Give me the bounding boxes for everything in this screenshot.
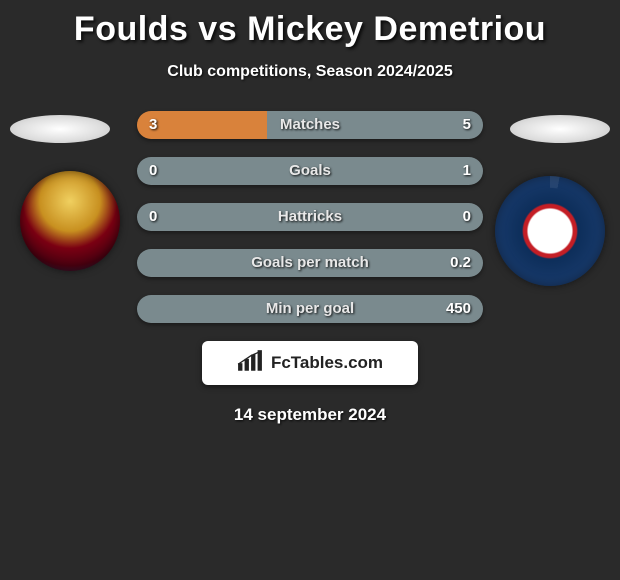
stat-value-right: 0.2 <box>450 249 471 277</box>
stat-label: Min per goal <box>137 295 483 323</box>
stat-value-right: 5 <box>463 111 471 139</box>
stat-label: Matches <box>137 111 483 139</box>
stat-value-right: 450 <box>446 295 471 323</box>
stat-bar: Min per goal450 <box>137 295 483 323</box>
stat-value-right: 0 <box>463 203 471 231</box>
comparison-panel: 3Matches50Goals10Hattricks0Goals per mat… <box>0 111 620 425</box>
stat-bar: 0Goals1 <box>137 157 483 185</box>
stat-label: Goals per match <box>137 249 483 277</box>
bar-chart-icon <box>237 350 263 377</box>
player-right-placeholder <box>510 115 610 143</box>
brand-text: FcTables.com <box>271 353 383 373</box>
page-title: Foulds vs Mickey Demetriou <box>0 0 620 49</box>
club-crest-right <box>495 176 605 286</box>
brand-badge[interactable]: FcTables.com <box>202 341 418 385</box>
stat-bar: 3Matches5 <box>137 111 483 139</box>
stat-value-right: 1 <box>463 157 471 185</box>
stat-label: Goals <box>137 157 483 185</box>
stat-bar: 0Hattricks0 <box>137 203 483 231</box>
stat-bars: 3Matches50Goals10Hattricks0Goals per mat… <box>137 111 483 323</box>
player-left-placeholder <box>10 115 110 143</box>
club-crest-left <box>20 171 120 271</box>
stat-bar: Goals per match0.2 <box>137 249 483 277</box>
date-text: 14 september 2024 <box>0 405 620 425</box>
subtitle: Club competitions, Season 2024/2025 <box>0 63 620 81</box>
stat-label: Hattricks <box>137 203 483 231</box>
